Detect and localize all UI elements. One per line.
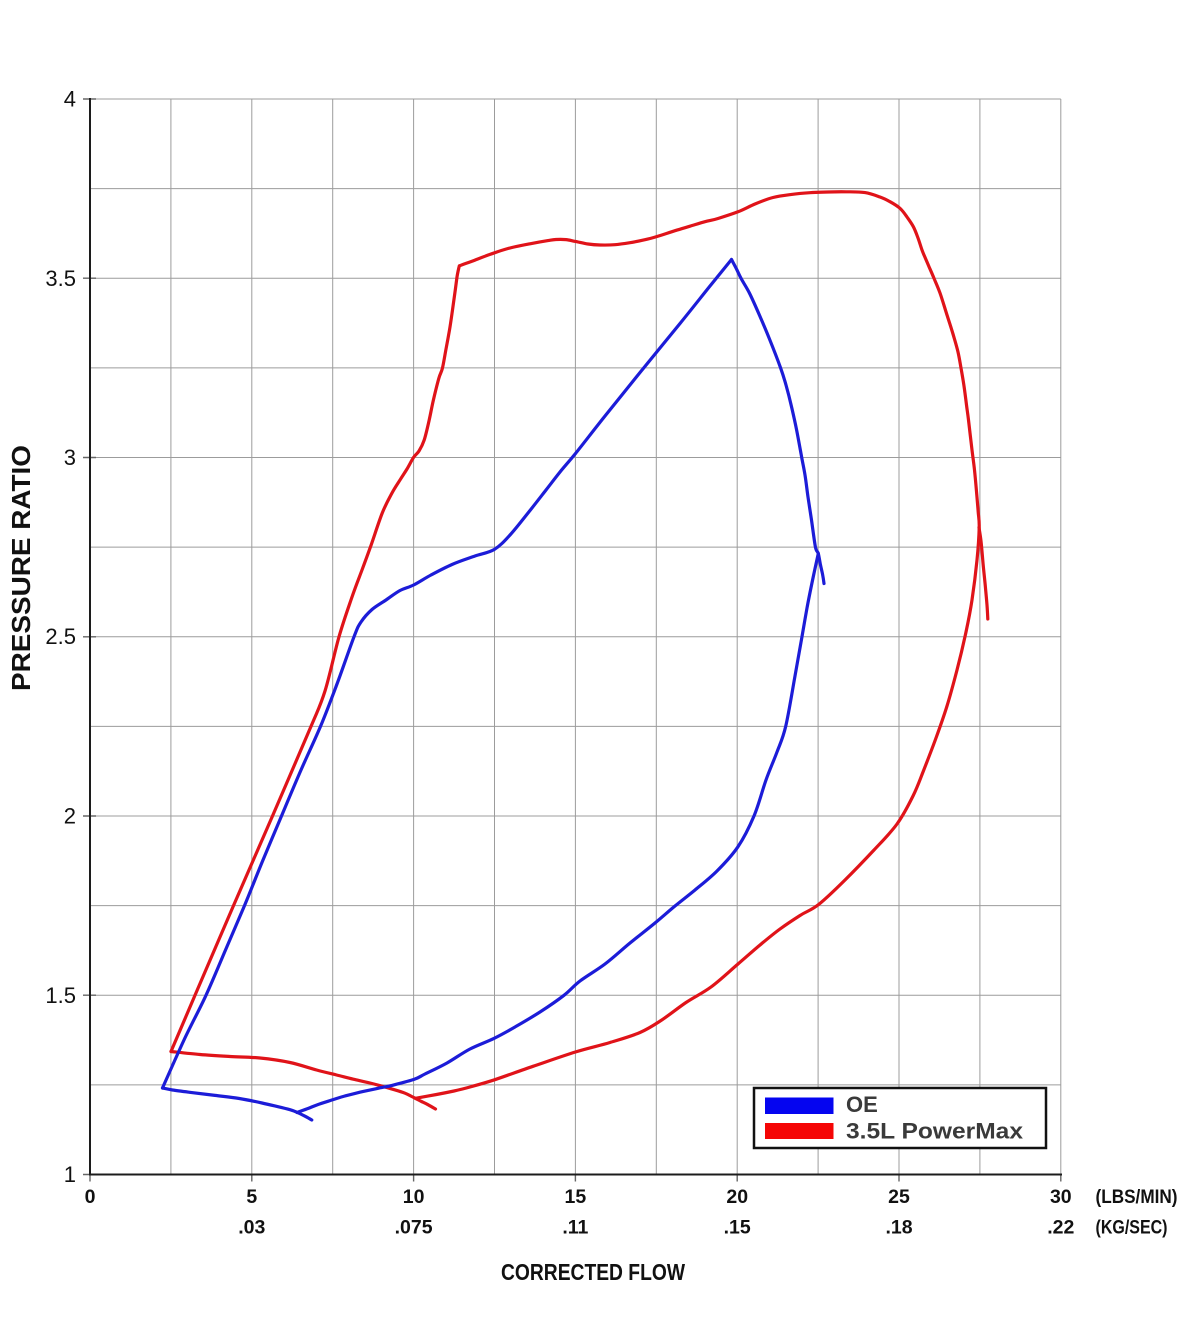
svg-text:3.5L PowerMax: 3.5L PowerMax	[846, 1119, 1024, 1144]
svg-text:.075: .075	[395, 1217, 433, 1239]
svg-text:30: 30	[1050, 1186, 1072, 1208]
svg-text:0: 0	[85, 1186, 96, 1208]
svg-text:25: 25	[888, 1186, 910, 1208]
svg-text:(KG/SEC): (KG/SEC)	[1096, 1217, 1168, 1239]
svg-text:.18: .18	[885, 1217, 912, 1239]
svg-text:PRESSURE RATIO: PRESSURE RATIO	[6, 445, 36, 691]
svg-text:2: 2	[64, 804, 76, 829]
svg-text:(LBS/MIN): (LBS/MIN)	[1096, 1186, 1178, 1208]
svg-text:15: 15	[565, 1186, 587, 1208]
svg-text:1.5: 1.5	[45, 983, 76, 1008]
svg-text:5: 5	[246, 1186, 257, 1208]
svg-text:1: 1	[64, 1162, 76, 1187]
svg-text:CORRECTED FLOW: CORRECTED FLOW	[501, 1259, 686, 1285]
svg-text:2.5: 2.5	[45, 624, 76, 649]
svg-text:4: 4	[64, 87, 76, 112]
svg-text:20: 20	[726, 1186, 748, 1208]
svg-text:3: 3	[64, 445, 76, 470]
svg-text:.03: .03	[238, 1217, 265, 1239]
svg-text:.22: .22	[1047, 1217, 1074, 1239]
svg-text:10: 10	[403, 1186, 425, 1208]
svg-text:OE: OE	[846, 1092, 878, 1117]
svg-text:.11: .11	[562, 1217, 588, 1239]
svg-text:3.5: 3.5	[45, 266, 76, 291]
svg-text:.15: .15	[724, 1217, 751, 1239]
